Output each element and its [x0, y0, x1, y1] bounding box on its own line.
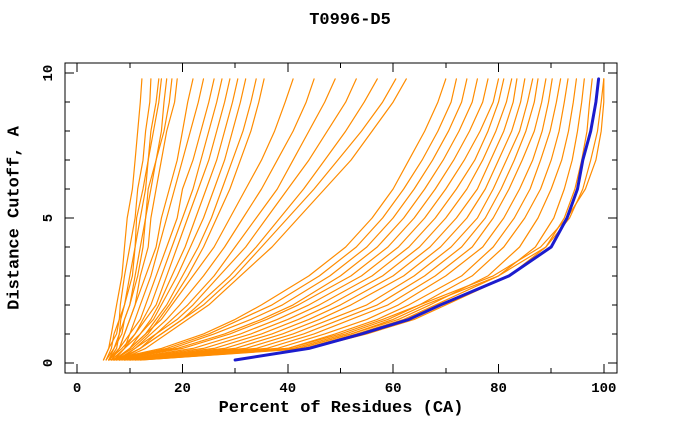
model-curve: [126, 78, 534, 361]
model-curve: [121, 78, 513, 361]
x-tick-label: 100: [591, 381, 616, 397]
page-title: T0996-D5: [309, 11, 391, 30]
best-model-curve: [233, 77, 601, 362]
model-curve: [129, 78, 547, 361]
x-tick-label: 0: [73, 381, 81, 397]
model-curve: [134, 78, 569, 361]
model-curve: [102, 78, 143, 361]
model-curve: [108, 78, 168, 361]
model-curve: [102, 78, 162, 361]
model-curve: [113, 78, 265, 361]
model-curve: [123, 78, 526, 361]
model-curve: [113, 78, 468, 361]
model-curve: [129, 78, 539, 361]
model-curve: [105, 78, 152, 361]
model-curve: [115, 78, 489, 361]
y-tick-label: 10: [41, 65, 57, 82]
model-curve: [139, 78, 585, 361]
model-curve: [118, 78, 407, 361]
model-curve: [113, 78, 215, 361]
model-curve: [134, 78, 562, 361]
y-tick-label: 5: [41, 214, 57, 222]
model-curve: [113, 78, 231, 361]
model-curve: [113, 78, 294, 361]
y-tick-label: 0: [41, 359, 57, 367]
model-curve: [113, 78, 478, 361]
model-curve: [113, 78, 247, 361]
model-curve: [105, 78, 173, 361]
model-curve: [108, 78, 447, 361]
model-curve: [123, 78, 518, 361]
model-curve: [118, 78, 397, 361]
model-curve: [110, 78, 457, 361]
model-curve: [118, 78, 357, 361]
x-tick-label: 40: [279, 381, 296, 397]
x-axis-label: Percent of Residues (CA): [218, 399, 464, 418]
model-curve: [118, 78, 505, 361]
model-curve: [108, 78, 194, 361]
model-curve: [129, 78, 605, 361]
x-tick-label: 20: [174, 381, 191, 397]
model-curve: [123, 78, 605, 361]
x-tick-label: 60: [385, 381, 402, 397]
model-curve: [131, 78, 553, 361]
x-tick-label: 80: [490, 381, 507, 397]
model-curve: [118, 78, 500, 361]
model-curve: [115, 78, 315, 361]
